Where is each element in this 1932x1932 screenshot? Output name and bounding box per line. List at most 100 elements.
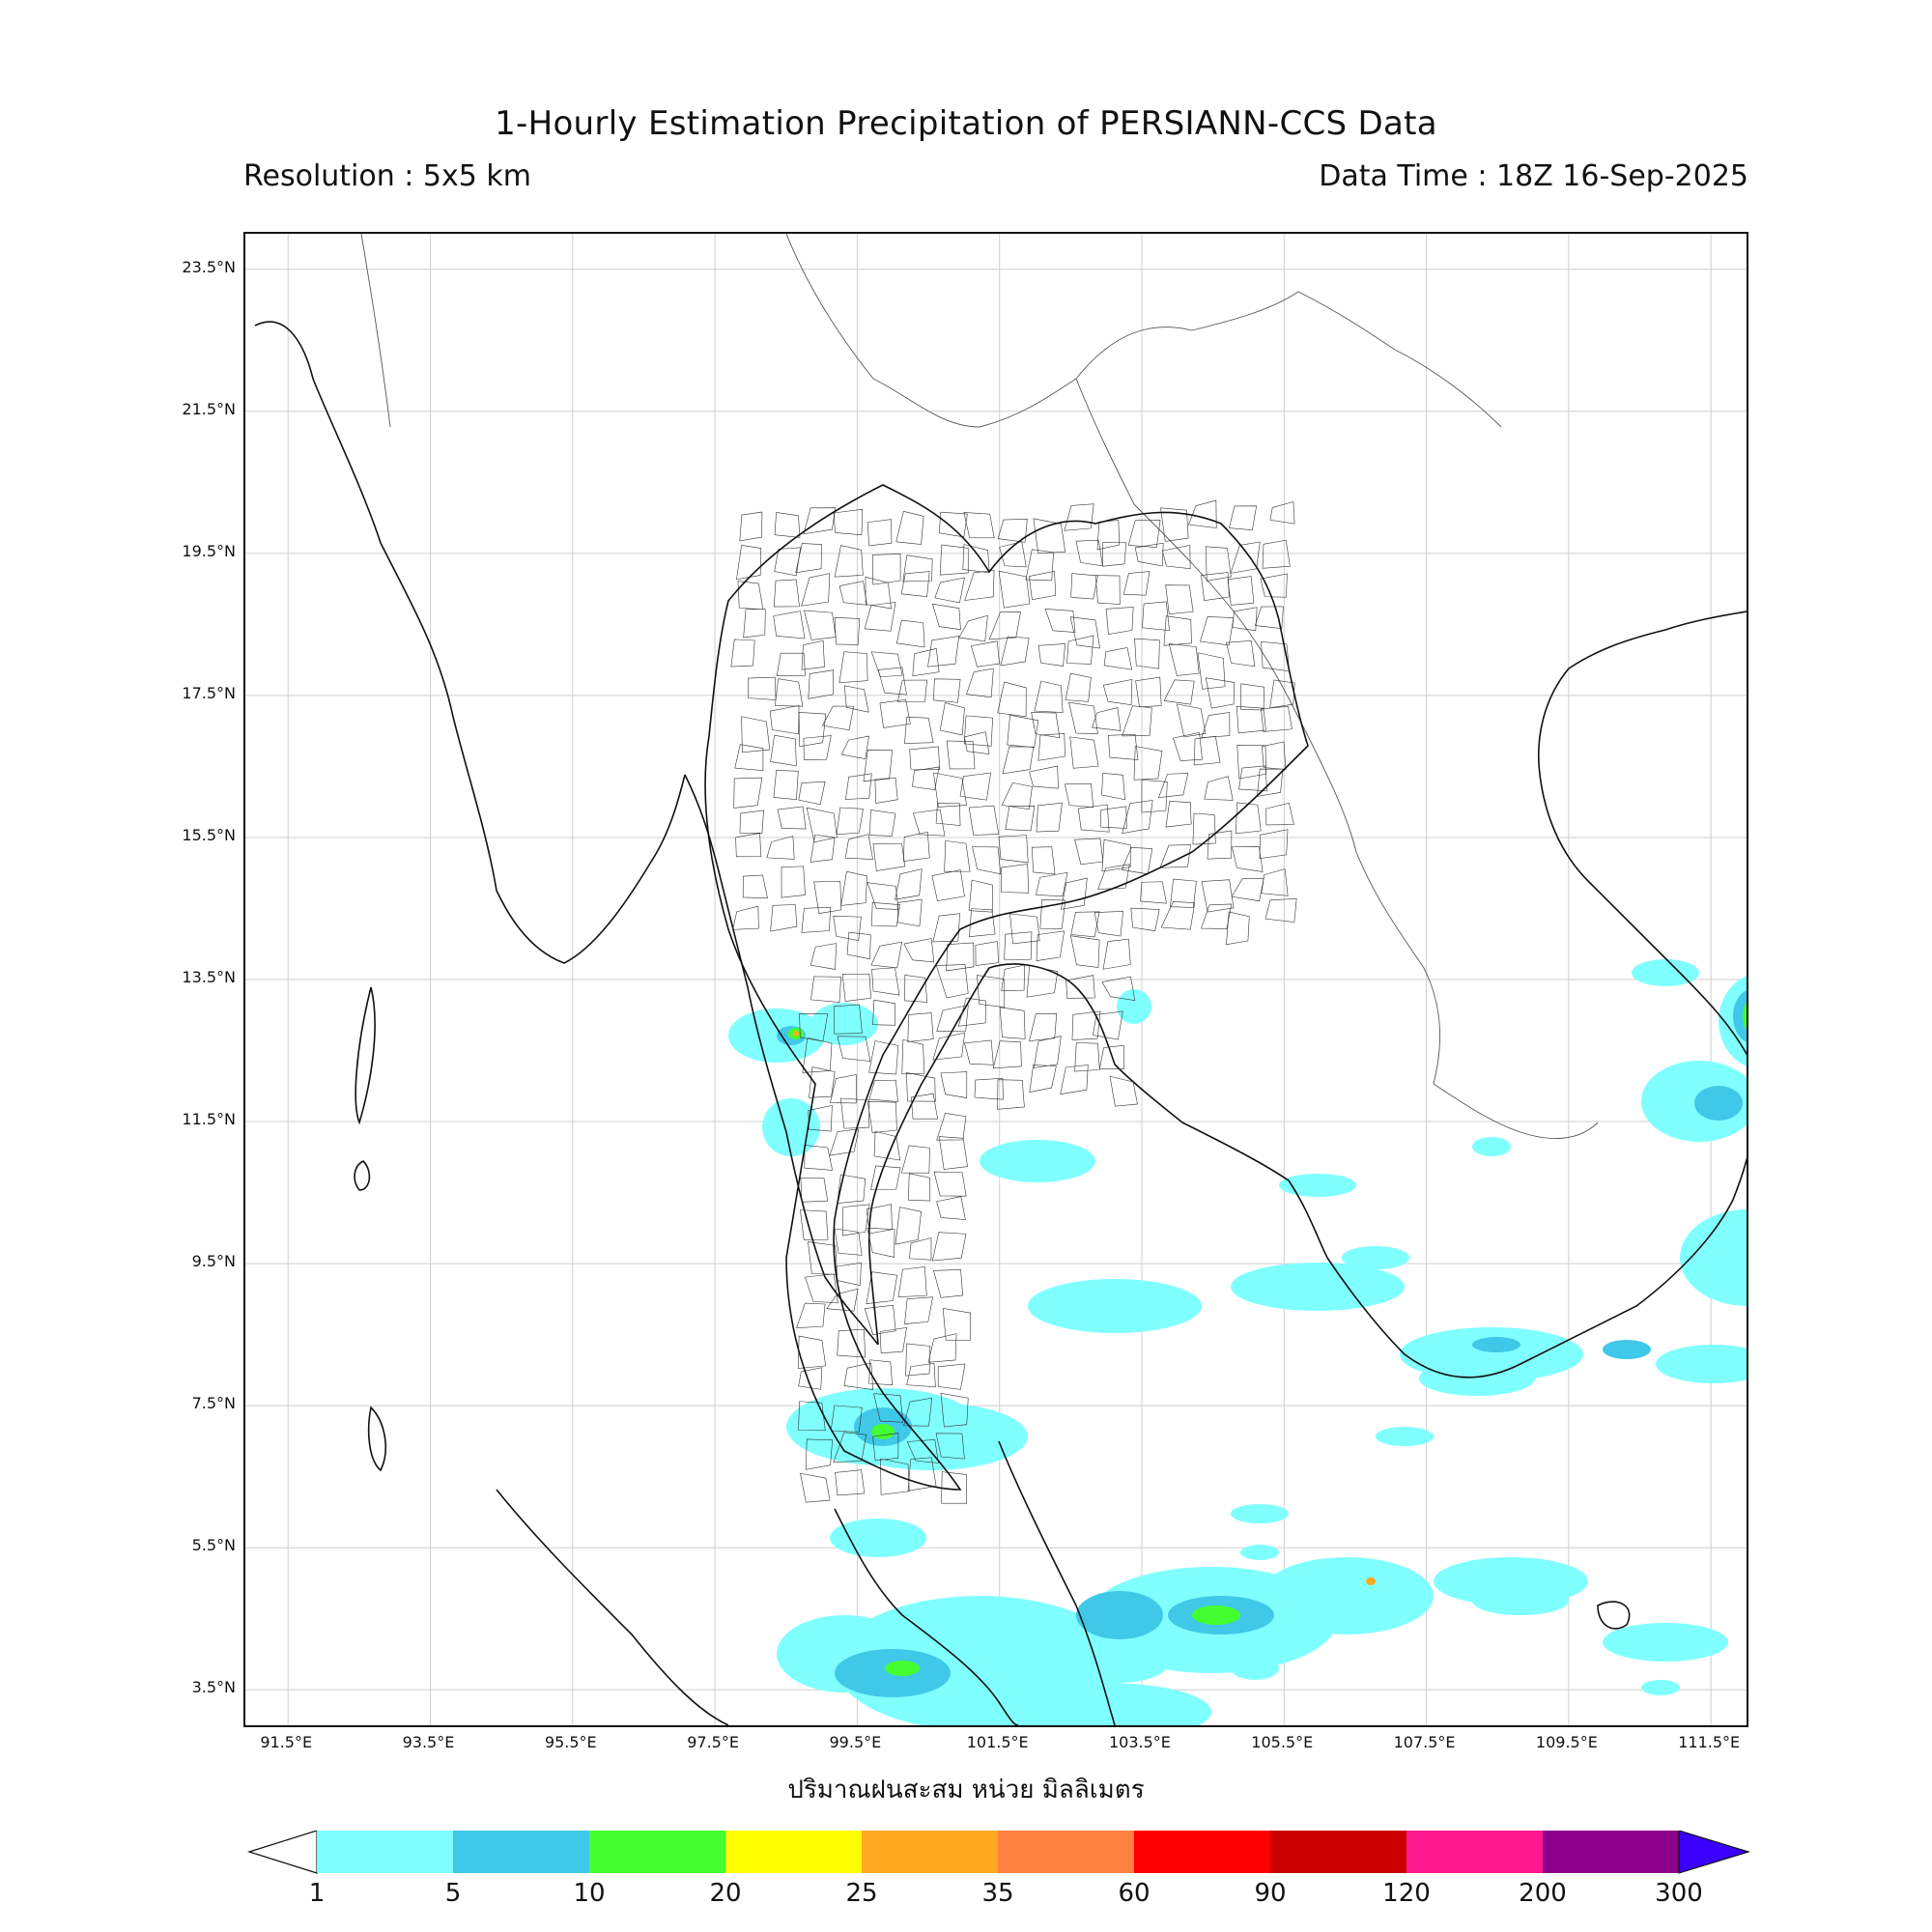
- rain-area: [1240, 1545, 1279, 1560]
- province-boundary: [1161, 545, 1191, 570]
- province-boundary: [833, 1432, 867, 1463]
- province-boundary: [837, 1328, 866, 1358]
- map-canvas: [245, 234, 1747, 1725]
- colorbar-cell: [1270, 1831, 1406, 1873]
- province-boundary: [868, 1079, 898, 1102]
- province-boundary: [835, 1262, 862, 1287]
- province-boundary: [805, 1273, 838, 1304]
- province-boundary: [1173, 731, 1203, 761]
- province-boundary: [1102, 679, 1133, 706]
- province-boundary: [836, 807, 864, 836]
- resolution-label: Resolution : 5x5 km: [243, 159, 531, 193]
- province-boundary: [1226, 911, 1250, 946]
- coast-west-peninsula: [684, 774, 879, 1346]
- lon-tick-label: 91.5°E: [260, 1733, 313, 1751]
- province-boundary: [998, 835, 1029, 864]
- province-boundary: [840, 735, 869, 759]
- province-boundary: [1130, 907, 1160, 931]
- rain-area: [1342, 1246, 1409, 1269]
- province-boundary: [826, 1288, 859, 1312]
- province-boundary: [801, 906, 831, 933]
- province-boundary: [988, 611, 1021, 640]
- province-boundary: [992, 1040, 1022, 1069]
- province-boundary: [897, 1266, 927, 1297]
- province-boundary: [1001, 964, 1025, 991]
- colorbar-tick-label: 5: [444, 1879, 462, 1908]
- province-boundary: [1122, 705, 1152, 737]
- province-boundary: [1134, 638, 1160, 669]
- rain-area: [1366, 1577, 1376, 1585]
- colorbar-tick-label: 120: [1382, 1879, 1431, 1908]
- province-boundary: [1231, 877, 1264, 902]
- province-boundary: [957, 997, 986, 1027]
- province-boundary: [800, 1178, 829, 1203]
- coast-nicobar: [367, 1406, 386, 1472]
- colorbar: [246, 1831, 1751, 1874]
- province-boundary: [933, 1171, 967, 1197]
- province-boundary: [1229, 505, 1258, 530]
- province-boundary: [1236, 744, 1266, 780]
- province-boundary: [1193, 735, 1221, 766]
- province-boundary: [1102, 938, 1131, 970]
- province-boundary: [829, 1128, 860, 1156]
- province-boundary: [798, 781, 826, 806]
- rain-areas: [728, 959, 1747, 1725]
- border: [785, 234, 1077, 428]
- province-boundary: [942, 1308, 972, 1341]
- province-boundary: [769, 704, 800, 735]
- province-boundary: [927, 1333, 957, 1363]
- province-boundary: [904, 716, 934, 744]
- rain-area: [1603, 1340, 1651, 1359]
- province-boundary: [912, 766, 940, 790]
- province-boundary: [1205, 677, 1236, 709]
- province-boundary: [1159, 844, 1191, 868]
- province-boundary: [773, 611, 806, 639]
- province-boundary: [808, 669, 834, 699]
- border: [1075, 378, 1309, 737]
- coast-natuna: [1597, 1601, 1631, 1630]
- province-boundary: [810, 834, 836, 863]
- province-boundary: [1121, 846, 1153, 875]
- province-boundary: [1170, 878, 1197, 908]
- province-boundary: [739, 810, 764, 834]
- graticule: [245, 234, 1747, 1725]
- province-boundary: [964, 570, 995, 601]
- province-boundary: [833, 1004, 863, 1035]
- map-panel[interactable]: [243, 232, 1748, 1727]
- rain-area: [1260, 1557, 1434, 1634]
- province-boundary: [1094, 911, 1123, 937]
- lat-tick-label: 15.5°N: [182, 825, 236, 844]
- province-boundary: [841, 974, 871, 1002]
- province-boundary: [904, 975, 927, 1003]
- thailand-provinces: [730, 499, 1297, 1504]
- province-boundary: [1265, 802, 1294, 826]
- province-boundary: [969, 908, 996, 937]
- province-boundary: [803, 507, 837, 535]
- province-boundary: [902, 554, 933, 582]
- province-boundary: [1168, 643, 1200, 676]
- province-boundary: [839, 1097, 870, 1129]
- province-boundary: [977, 975, 1006, 1009]
- colorbar-tick-label: 1: [308, 1879, 326, 1908]
- province-boundary: [877, 667, 907, 696]
- province-boundary: [846, 931, 871, 960]
- province-boundary: [1031, 846, 1056, 875]
- province-boundary: [944, 840, 971, 872]
- province-boundary: [1165, 584, 1194, 615]
- province-boundary: [1127, 520, 1161, 548]
- rain-area: [1472, 1137, 1511, 1156]
- province-boundary: [774, 547, 801, 577]
- province-boundary: [1200, 616, 1235, 646]
- province-boundary: [968, 805, 1000, 836]
- province-boundary: [903, 1397, 933, 1427]
- province-boundary: [1204, 776, 1234, 801]
- province-boundary: [863, 750, 893, 782]
- rain-area: [1733, 990, 1747, 1042]
- province-boundary: [1097, 864, 1130, 890]
- province-boundary: [972, 846, 1002, 875]
- rain-area: [1656, 1345, 1747, 1383]
- province-boundary: [834, 545, 864, 578]
- lon-tick-label: 95.5°E: [544, 1733, 597, 1751]
- province-boundary: [964, 731, 990, 754]
- province-boundary: [941, 1471, 968, 1504]
